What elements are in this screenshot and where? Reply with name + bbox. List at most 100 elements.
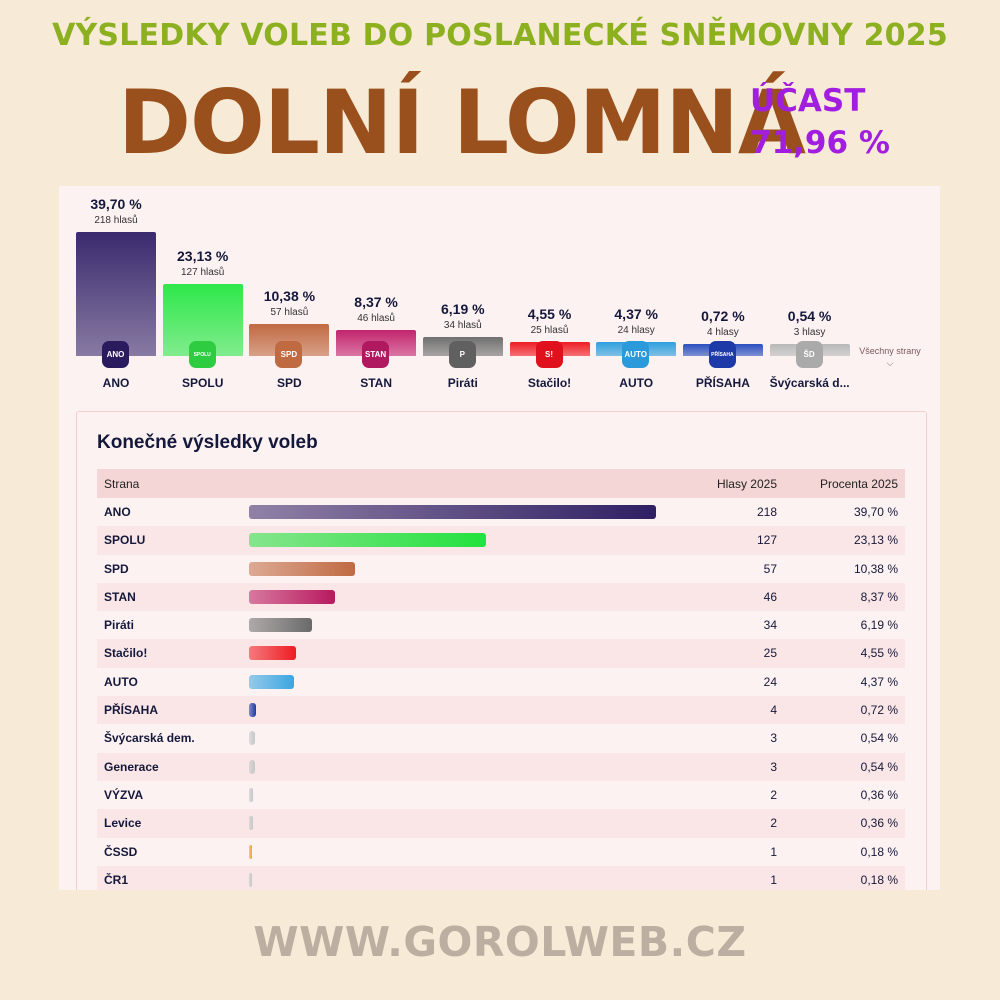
- row-percent: 0,54 %: [860, 731, 898, 746]
- bar-column[interactable]: 39,70 % 218 hlasů ANO ANO: [76, 186, 156, 401]
- bar-votes-label: 24 hlasy: [617, 325, 655, 337]
- row-percent: 4,55 %: [860, 646, 898, 661]
- party-logo-icon: AUTO: [622, 341, 650, 368]
- row-party-name: Piráti: [104, 618, 135, 633]
- row-votes: 24: [763, 674, 777, 689]
- row-votes: 25: [763, 646, 777, 661]
- row-bar: [249, 561, 356, 576]
- results-table: Strana Hlasy 2025 Procenta 2025 ANO 218 39…: [97, 469, 905, 890]
- row-votes: 4: [770, 703, 777, 718]
- town-name: DOLNÍ LOMNÁ: [118, 71, 806, 174]
- row-votes: 127: [756, 533, 777, 548]
- bar-percent-label: 10,38 %: [263, 287, 316, 304]
- results-panel: 39,70 % 218 hlasů ANO ANO 23,13 % 127 hlasů SP…: [59, 186, 940, 890]
- row-bar: [249, 787, 253, 802]
- row-votes: 34: [763, 618, 777, 633]
- row-percent: 0,18 %: [860, 872, 898, 887]
- bar-party-name: SPOLU: [182, 376, 224, 390]
- row-votes: 57: [763, 561, 777, 576]
- row-bar: [249, 703, 257, 718]
- bar-column[interactable]: 6,19 % 34 hlasů P Piráti: [422, 186, 503, 401]
- row-party-name: ČSSD: [104, 844, 138, 859]
- row-votes: 2: [770, 787, 777, 802]
- table-row: Stačilo! 25 4,55 %: [97, 639, 905, 668]
- bar-votes-label: 127 hlasů: [181, 266, 225, 278]
- bar-column[interactable]: 4,37 % 24 hlasy AUTO AUTO: [596, 186, 677, 401]
- bar-column[interactable]: 10,38 % 57 hlasů SPD SPD: [249, 186, 330, 401]
- row-bar: [249, 505, 656, 519]
- footer-site: WWW.GOROLWEB.CZ: [253, 918, 747, 966]
- row-bar: [249, 533, 487, 548]
- header-party[interactable]: Strana: [104, 477, 140, 491]
- row-votes: 3: [770, 759, 777, 774]
- bar-votes-label: 34 hlasů: [443, 319, 482, 331]
- bar-column[interactable]: 4,55 % 25 hlasů S! Stačilo!: [509, 186, 590, 401]
- bar-party-name: SPD: [277, 376, 302, 390]
- bar-votes-label: 25 hlasů: [530, 324, 569, 336]
- row-votes: 1: [770, 844, 777, 859]
- bar-percent-label: 39,70 %: [90, 195, 142, 212]
- bar[interactable]: [76, 231, 156, 356]
- row-votes: 2: [770, 816, 777, 831]
- bar-votes-label: 57 hlasů: [270, 306, 309, 318]
- party-logo-icon: ŠD: [795, 341, 823, 368]
- table-row: AUTO 24 4,37 %: [97, 668, 905, 696]
- table-row: ČSSD 1 0,18 %: [97, 838, 905, 866]
- row-party-name: Generace: [104, 759, 159, 774]
- all-parties-toggle[interactable]: Všechny strany ⌵: [855, 346, 925, 369]
- party-logo-icon: STAN: [362, 341, 390, 368]
- row-percent: 0,18 %: [860, 844, 898, 859]
- row-party-name: AUTO: [104, 674, 138, 689]
- chevron-down-icon[interactable]: ⌵: [886, 358, 894, 368]
- party-bar-chart: 39,70 % 218 hlasů ANO ANO 23,13 % 127 hlasů SP…: [59, 186, 940, 401]
- table-header: Strana Hlasy 2025 Procenta 2025: [97, 469, 905, 498]
- row-percent: 8,37 %: [860, 589, 898, 604]
- row-percent: 23,13 %: [853, 533, 898, 548]
- turnout-block: ÚČAST 71,96 %: [750, 80, 890, 164]
- row-party-name: VÝZVA: [104, 787, 144, 802]
- row-bar: [249, 589, 335, 604]
- bar-votes-label: 3 hlasy: [793, 327, 826, 338]
- table-row: PŘÍSAHA 4 0,72 %: [97, 696, 905, 725]
- bar-party-name: AUTO: [619, 376, 654, 390]
- row-votes: 1: [770, 872, 777, 887]
- table-row: ANO 218 39,70 %: [97, 498, 905, 526]
- bar-party-name: STAN: [360, 376, 392, 390]
- page-title: VÝSLEDKY VOLEB DO POSLANECKÉ SNĚMOVNY 20…: [52, 18, 948, 53]
- table-row: Generace 3 0,54 %: [97, 752, 905, 781]
- row-percent: 0,36 %: [860, 816, 898, 831]
- row-party-name: ANO: [104, 505, 131, 519]
- row-party-name: SPD: [104, 561, 129, 576]
- row-bar: [249, 646, 296, 661]
- table-row: SPD 57 10,38 %: [97, 555, 905, 583]
- party-logo-icon: SPD: [275, 341, 303, 368]
- row-party-name: ČR1: [104, 872, 129, 887]
- bar-percent-label: 6,19 %: [441, 300, 485, 317]
- party-logo-icon: SPOLU: [188, 341, 216, 368]
- bar-column[interactable]: 0,54 % 3 hlasy ŠD Švýcarská d...: [770, 186, 850, 401]
- row-party-name: Švýcarská dem.: [104, 731, 195, 746]
- bar-percent-label: 0,72 %: [701, 308, 745, 324]
- bar-percent-label: 23,13 %: [177, 247, 229, 264]
- table-row: STAN 46 8,37 %: [97, 582, 905, 612]
- card-title: Konečné výsledky voleb: [97, 432, 318, 453]
- row-party-name: PŘÍSAHA: [104, 703, 159, 718]
- header-percent[interactable]: Procenta 2025: [819, 477, 898, 491]
- bar-column[interactable]: 8,37 % 46 hlasů STAN STAN: [336, 186, 417, 401]
- party-logo-icon: PŘÍSAHA: [708, 341, 736, 368]
- bar-column[interactable]: 23,13 % 127 hlasů SPOLU SPOLU: [162, 186, 243, 401]
- bar-column[interactable]: 0,72 % 4 hlasy PŘÍSAHA PŘÍSAHA: [682, 186, 763, 401]
- row-percent: 4,37 %: [860, 674, 898, 689]
- bar-party-name: ANO: [102, 376, 130, 390]
- row-percent: 0,36 %: [860, 787, 898, 802]
- all-parties-label[interactable]: Všechny strany: [859, 346, 921, 356]
- bar-votes-label: 46 hlasů: [357, 312, 395, 324]
- row-bar: [249, 759, 255, 774]
- header-votes[interactable]: Hlasy 2025: [716, 477, 777, 491]
- turnout-value: 71,96 %: [750, 125, 890, 161]
- table-row: SPOLU 127 23,13 %: [97, 526, 905, 555]
- bar-percent-label: 0,54 %: [787, 308, 832, 324]
- bar-votes-label: 4 hlasy: [707, 327, 739, 338]
- bar-votes-label: 218 hlasů: [94, 214, 138, 226]
- row-percent: 0,54 %: [860, 759, 898, 774]
